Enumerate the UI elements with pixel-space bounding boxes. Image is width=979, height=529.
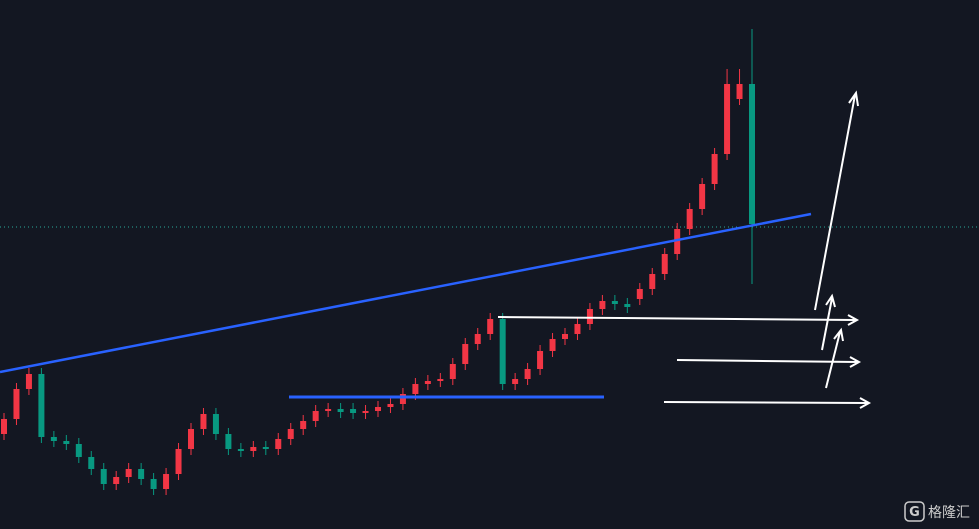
candle-body: [399, 394, 406, 404]
candle-body: [287, 429, 294, 439]
candle-body: [212, 414, 219, 434]
candle-body: [25, 374, 32, 389]
candle-body: [275, 439, 282, 449]
candle-body: [237, 449, 244, 451]
candle-body: [362, 411, 369, 413]
candle-body: [711, 154, 718, 184]
trend-line: [0, 212, 812, 374]
candle-body: [262, 447, 269, 449]
candle-body: [88, 457, 95, 469]
candle-body: [325, 409, 332, 411]
candle-body: [38, 374, 45, 437]
candle-body: [150, 479, 157, 489]
arrow: [663, 397, 872, 409]
candle-body: [449, 364, 456, 379]
candle-body: [225, 434, 232, 449]
candle-body: [125, 469, 132, 477]
candle-body: [1, 419, 7, 434]
candle-body: [649, 274, 656, 289]
arrows: [497, 90, 872, 409]
candle-body: [100, 469, 107, 484]
candle-body: [537, 351, 544, 369]
candle-body: [499, 319, 506, 384]
candle-body: [163, 474, 170, 489]
arrow: [814, 90, 859, 311]
candle-body: [749, 84, 755, 224]
candle-body: [724, 84, 731, 154]
candle-body: [574, 324, 581, 334]
arrow: [676, 356, 862, 368]
arrow: [497, 314, 860, 326]
watermark: 格隆汇: [928, 505, 970, 521]
candle-body: [599, 301, 606, 309]
candle-body: [138, 469, 145, 479]
candle-body: [200, 414, 207, 429]
candle-body: [188, 429, 194, 449]
candle-body: [487, 319, 494, 334]
candle-body: [63, 441, 70, 444]
candle-body: [387, 404, 394, 407]
arrow: [825, 327, 844, 389]
candle-body: [50, 437, 57, 441]
candle-body: [375, 407, 381, 411]
candle-body: [636, 289, 643, 299]
candle-body: [512, 379, 519, 384]
candles: [0, 29, 979, 495]
candle-body: [686, 209, 693, 229]
candle-body: [661, 254, 668, 274]
candle-body: [699, 184, 706, 209]
candle-body: [75, 444, 82, 457]
candle-body: [611, 301, 618, 304]
candle-body: [586, 309, 593, 324]
candle-body: [462, 344, 469, 364]
candle-body: [337, 409, 344, 412]
candle-body: [437, 379, 444, 381]
candle-body: [175, 449, 182, 474]
candle-body: [350, 409, 357, 413]
candle-body: [424, 381, 431, 384]
candle-body: [624, 304, 631, 307]
candle-body: [13, 389, 20, 419]
candle-body: [524, 369, 531, 379]
logo-box: [904, 501, 925, 522]
candle-body: [549, 339, 556, 351]
candle-body: [412, 384, 419, 394]
candle-body: [312, 411, 319, 421]
candle-body: [300, 421, 307, 429]
candle-body: [562, 334, 568, 339]
candle-body: [736, 84, 743, 99]
candle-body: [250, 447, 257, 451]
logo: G: [909, 505, 920, 520]
arrow: [821, 293, 836, 351]
candle-body: [674, 229, 681, 254]
candle-body: [113, 477, 120, 484]
candle-body: [474, 334, 481, 344]
